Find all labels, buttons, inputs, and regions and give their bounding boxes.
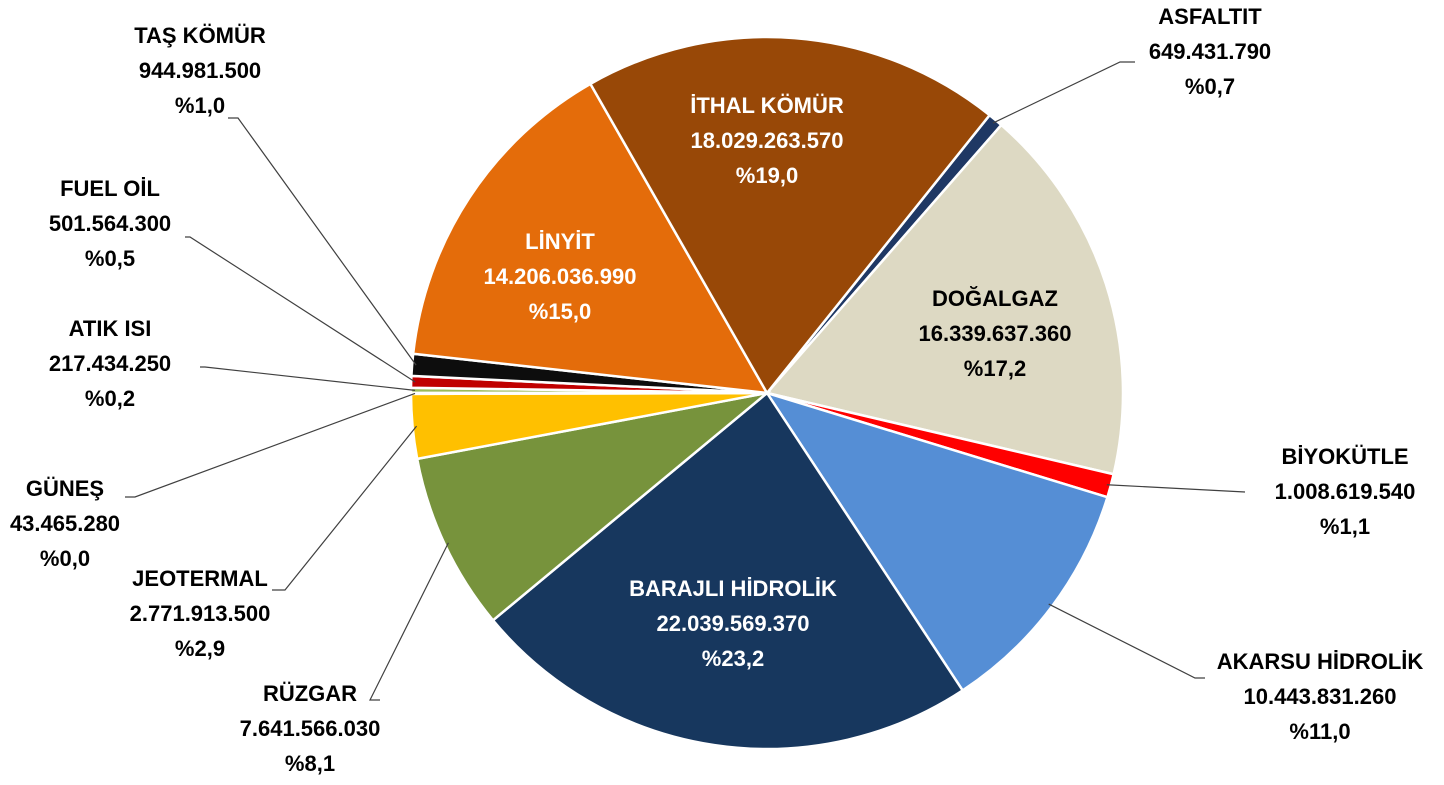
- data-label: %0,2: [85, 386, 135, 411]
- data-label: %0,5: [85, 246, 135, 271]
- data-label: 944.981.500: [139, 58, 261, 83]
- leader-line: [125, 392, 416, 498]
- data-label: 14.206.036.990: [484, 264, 637, 289]
- pie-slice: [764, 390, 1109, 693]
- leader-line: [185, 236, 416, 383]
- leader-line: [200, 366, 416, 391]
- leader-line: [1106, 484, 1246, 493]
- pie-slice: [588, 35, 992, 396]
- data-label: %11,0: [1289, 719, 1350, 744]
- data-label: %23,2: [702, 646, 764, 671]
- data-label: AKARSU HİDROLİK: [1217, 649, 1424, 674]
- data-label: ATIK ISI: [69, 316, 152, 341]
- data-label: %19,0: [736, 163, 798, 188]
- data-label: %8,1: [285, 751, 335, 776]
- data-label: %15,0: [529, 299, 591, 324]
- leader-line: [1048, 603, 1205, 679]
- data-label: 43.465.280: [10, 511, 120, 536]
- pie-slice: [411, 82, 770, 395]
- data-label: 22.039.569.370: [657, 611, 810, 636]
- data-label: BARAJLI HİDROLİK: [629, 576, 837, 601]
- leader-line: [272, 425, 418, 591]
- data-label: 1.008.619.540: [1275, 479, 1416, 504]
- data-label: TAŞ KÖMÜR: [134, 23, 266, 48]
- pie-slice: [491, 391, 965, 751]
- data-label: 649.431.790: [1149, 39, 1271, 64]
- data-label: İTHAL KÖMÜR: [690, 93, 844, 118]
- data-label: %0,0: [40, 546, 90, 571]
- data-label: ASFALTIT: [1158, 4, 1262, 29]
- leader-line: [228, 117, 417, 366]
- pie-slice: [764, 123, 1125, 476]
- data-label: %0,7: [1185, 74, 1235, 99]
- data-label: %1,1: [1320, 514, 1370, 539]
- data-label: 18.029.263.570: [691, 128, 844, 153]
- data-label: 10.443.831.260: [1244, 684, 1397, 709]
- pie-slice: [415, 390, 772, 623]
- data-label: GÜNEŞ: [26, 476, 104, 501]
- data-label: BİYOKÜTLE: [1281, 444, 1408, 469]
- data-label: DOĞALGAZ: [932, 286, 1058, 311]
- data-label: 16.339.637.360: [919, 321, 1072, 346]
- data-label: JEOTERMAL: [132, 566, 268, 591]
- data-label: %17,2: [964, 356, 1026, 381]
- data-label: %1,0: [175, 93, 225, 118]
- data-label: 217.434.250: [49, 351, 171, 376]
- data-label: FUEL OİL: [60, 176, 160, 201]
- data-label: RÜZGAR: [263, 681, 357, 706]
- leader-line: [992, 61, 1135, 124]
- data-label: 2.771.913.500: [130, 601, 271, 626]
- data-label: 7.641.566.030: [240, 716, 381, 741]
- data-label: %2,9: [175, 636, 225, 661]
- data-label: LİNYİT: [525, 229, 595, 254]
- data-label: 501.564.300: [49, 211, 171, 236]
- leader-line: [369, 542, 449, 701]
